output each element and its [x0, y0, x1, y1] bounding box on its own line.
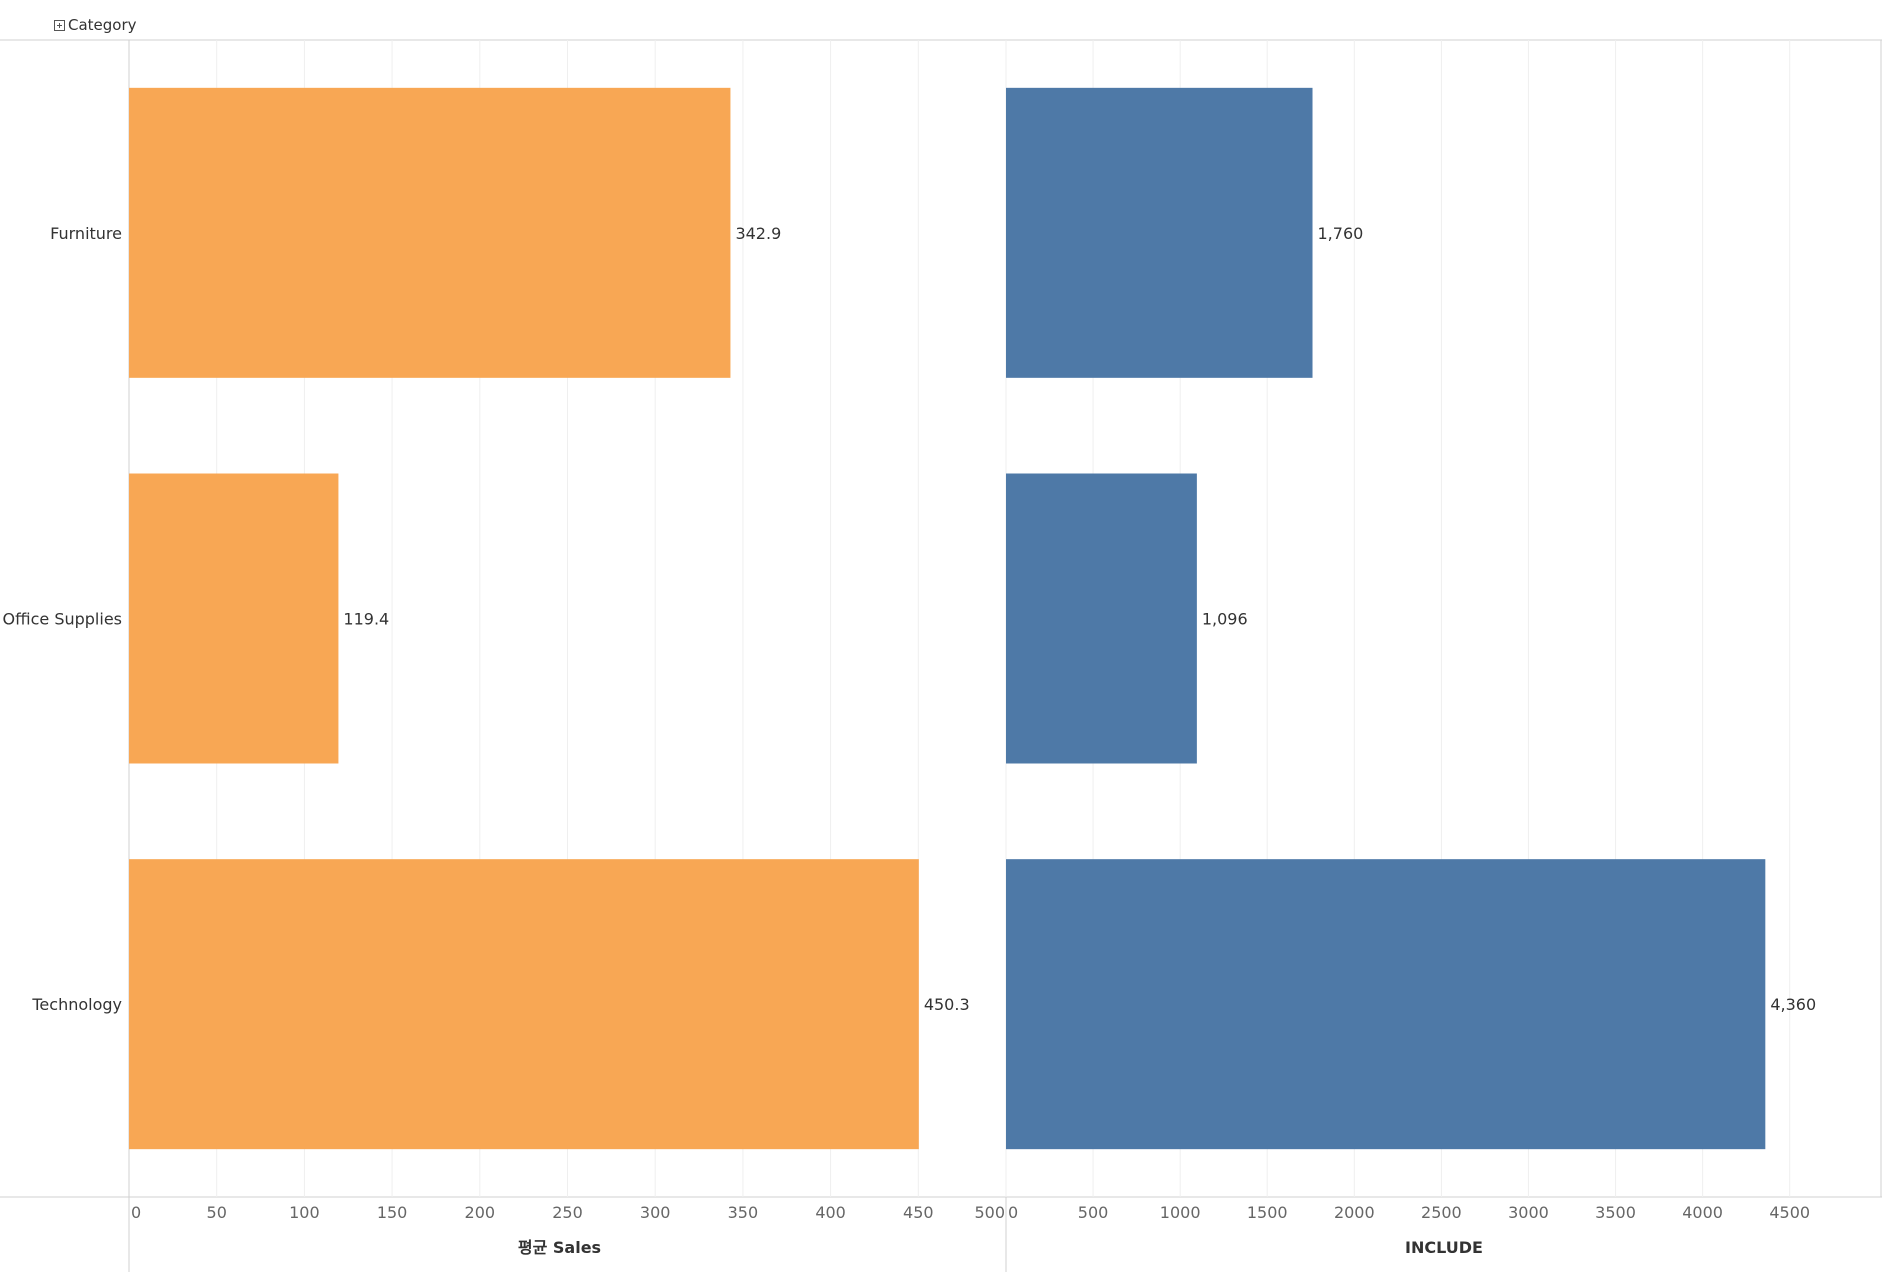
x-axis-title: INCLUDE — [1405, 1238, 1483, 1257]
x-tick-label: 2500 — [1421, 1203, 1462, 1222]
x-tick-label: 2000 — [1334, 1203, 1375, 1222]
bar — [129, 87, 731, 378]
category-label: Office Supplies — [3, 610, 122, 629]
x-tick-label: 500 — [1078, 1203, 1109, 1222]
category-label: Furniture — [50, 224, 122, 243]
x-tick-label: 350 — [728, 1203, 759, 1222]
x-tick-label: 100 — [289, 1203, 320, 1222]
label-layer: Furniture Office Supplies Technology 342.9 1… — [3, 224, 1817, 1014]
data-label: 119.4 — [343, 610, 389, 629]
expand-icon[interactable] — [54, 19, 65, 31]
x-tick-label: 250 — [552, 1203, 583, 1222]
x-tick-label: 50 — [207, 1203, 227, 1222]
data-label: 1,760 — [1318, 224, 1364, 243]
dimension-header-label: Category — [68, 16, 137, 34]
bar-layer — [129, 87, 1766, 1150]
data-label: 450.3 — [924, 995, 970, 1014]
data-label: 4,360 — [1770, 995, 1816, 1014]
x-tick-label: 1500 — [1247, 1203, 1288, 1222]
dimension-header[interactable]: Category — [54, 16, 137, 34]
data-label: 1,096 — [1202, 610, 1248, 629]
x-tick-label: 1000 — [1160, 1203, 1201, 1222]
bar — [1006, 87, 1313, 378]
x-tick-label: 500 — [974, 1203, 1005, 1222]
x-tick-label: 200 — [465, 1203, 496, 1222]
x-tick-label: 150 — [377, 1203, 408, 1222]
category-label: Technology — [31, 995, 122, 1014]
x-axis-title: 평균 Sales — [518, 1238, 601, 1257]
x-tick-label: 4000 — [1682, 1203, 1723, 1222]
x-tick-label: 0 — [1008, 1203, 1018, 1222]
bar — [129, 859, 919, 1150]
x-tick-label: 4500 — [1769, 1203, 1810, 1222]
x-tick-label: 3000 — [1508, 1203, 1549, 1222]
bar — [1006, 473, 1197, 764]
x-tick-label: 300 — [640, 1203, 671, 1222]
x-tick-label: 400 — [815, 1203, 846, 1222]
x-tick-label: 450 — [903, 1203, 934, 1222]
bar — [129, 473, 339, 764]
x-tick-label: 3500 — [1595, 1203, 1636, 1222]
x-tick-label: 0 — [131, 1203, 141, 1222]
bar — [1006, 859, 1766, 1150]
data-label: 342.9 — [735, 224, 781, 243]
